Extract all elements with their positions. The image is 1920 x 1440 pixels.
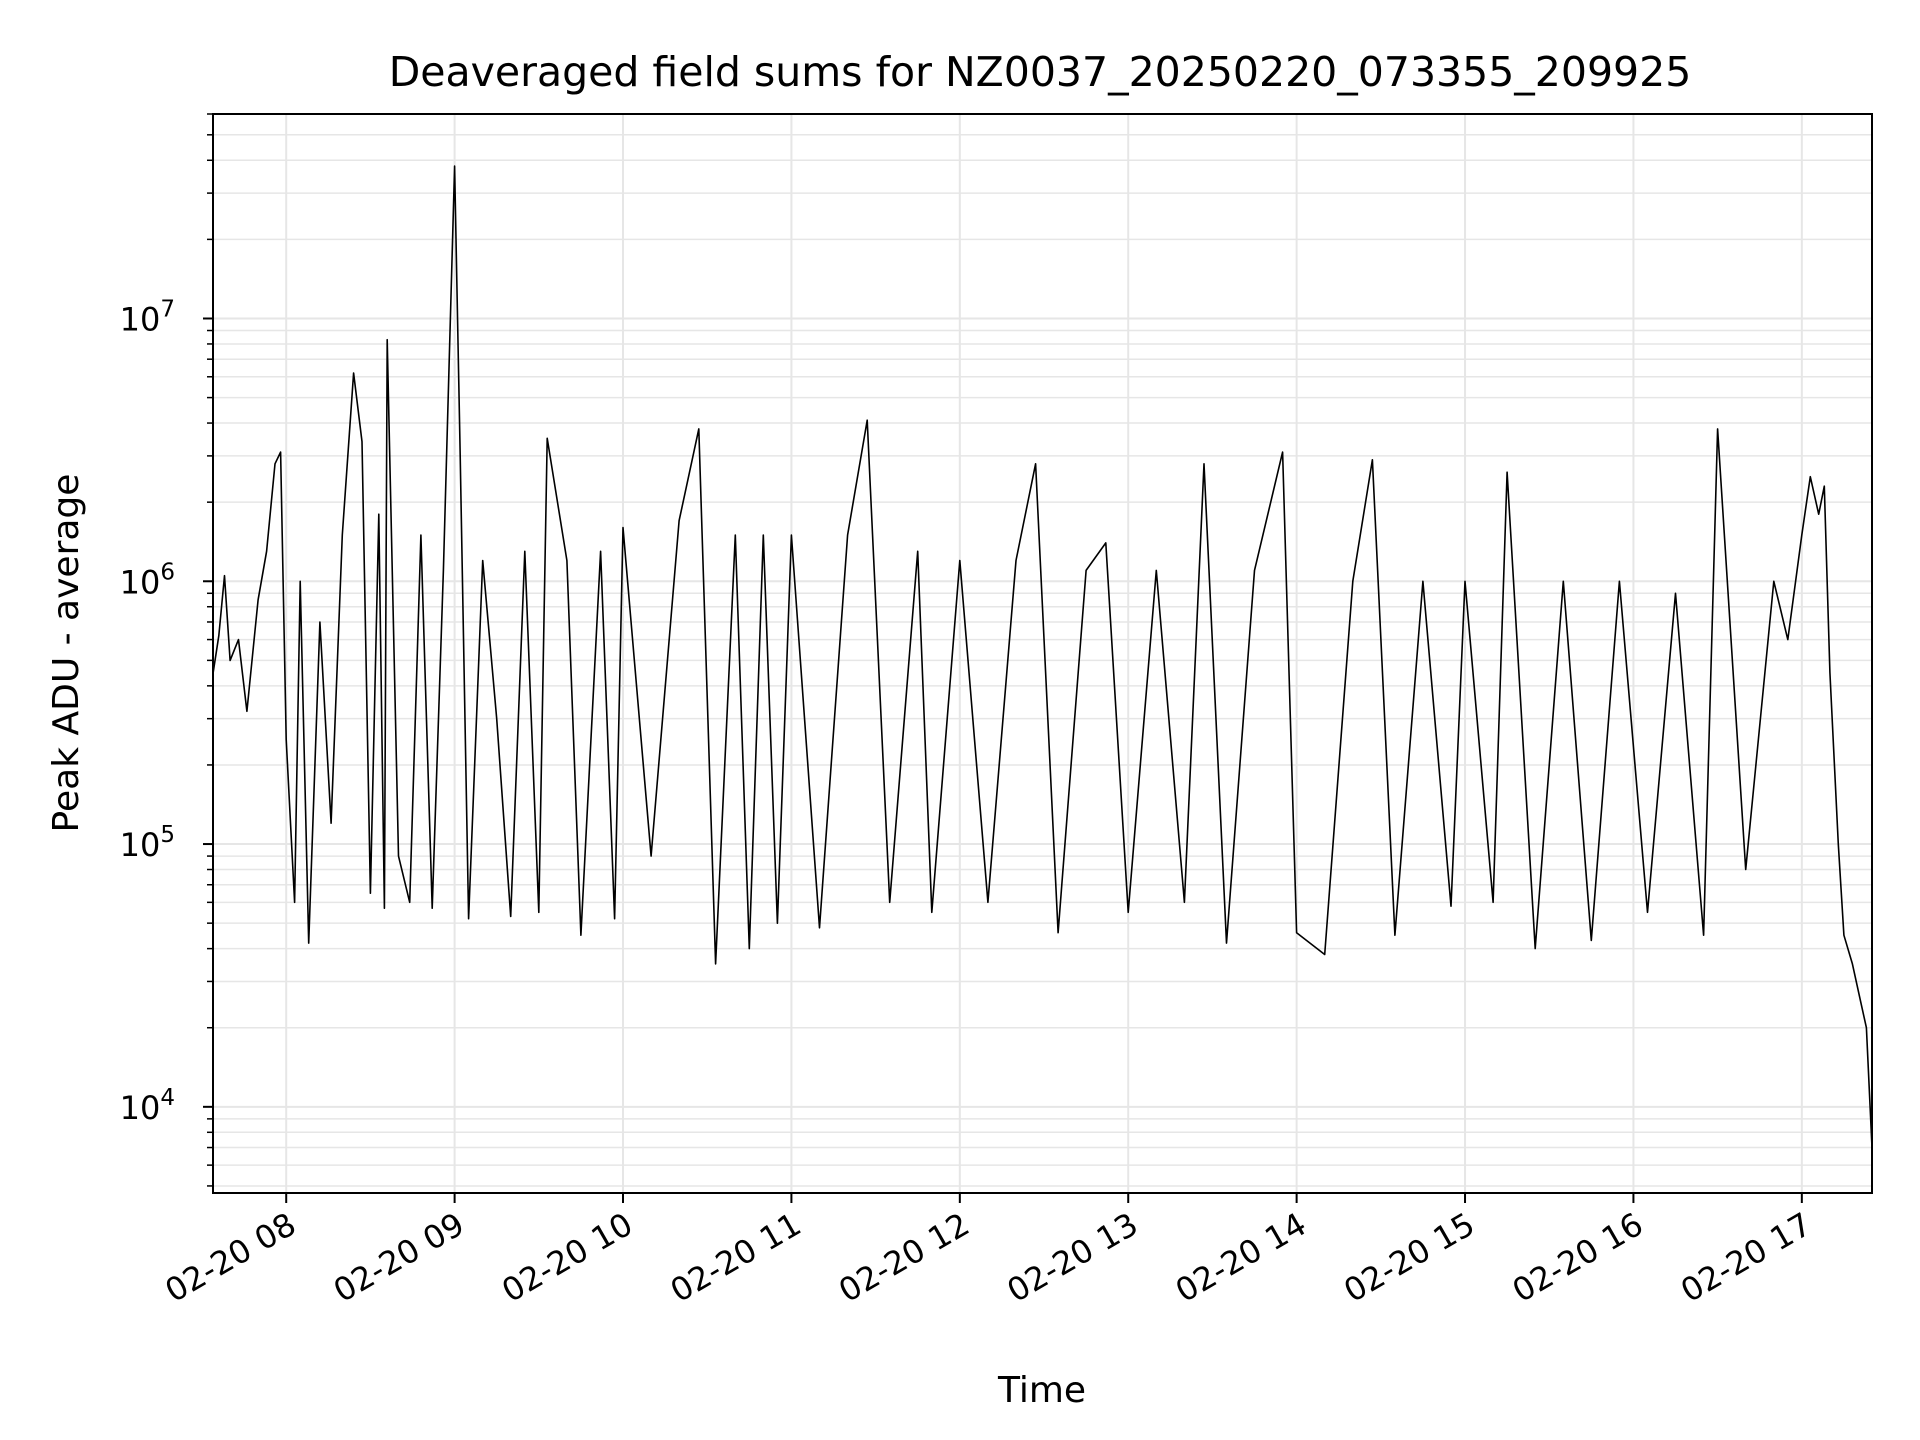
x-axis-label: Time [997, 1370, 1086, 1411]
series-line [212, 165, 1873, 1148]
y-tick-label: 107 [120, 296, 175, 338]
chart-title: Deaveraged field sums for NZ0037_2025022… [389, 48, 1692, 96]
y-axis-label: Peak ADU - average [46, 474, 87, 833]
y-tick-label: 104 [120, 1085, 175, 1127]
y-tick-label: 105 [120, 822, 175, 864]
y-tick-label: 106 [120, 559, 175, 601]
plot-frame [212, 113, 1873, 1194]
y-axis: 104 105 106 107 [120, 113, 213, 1187]
